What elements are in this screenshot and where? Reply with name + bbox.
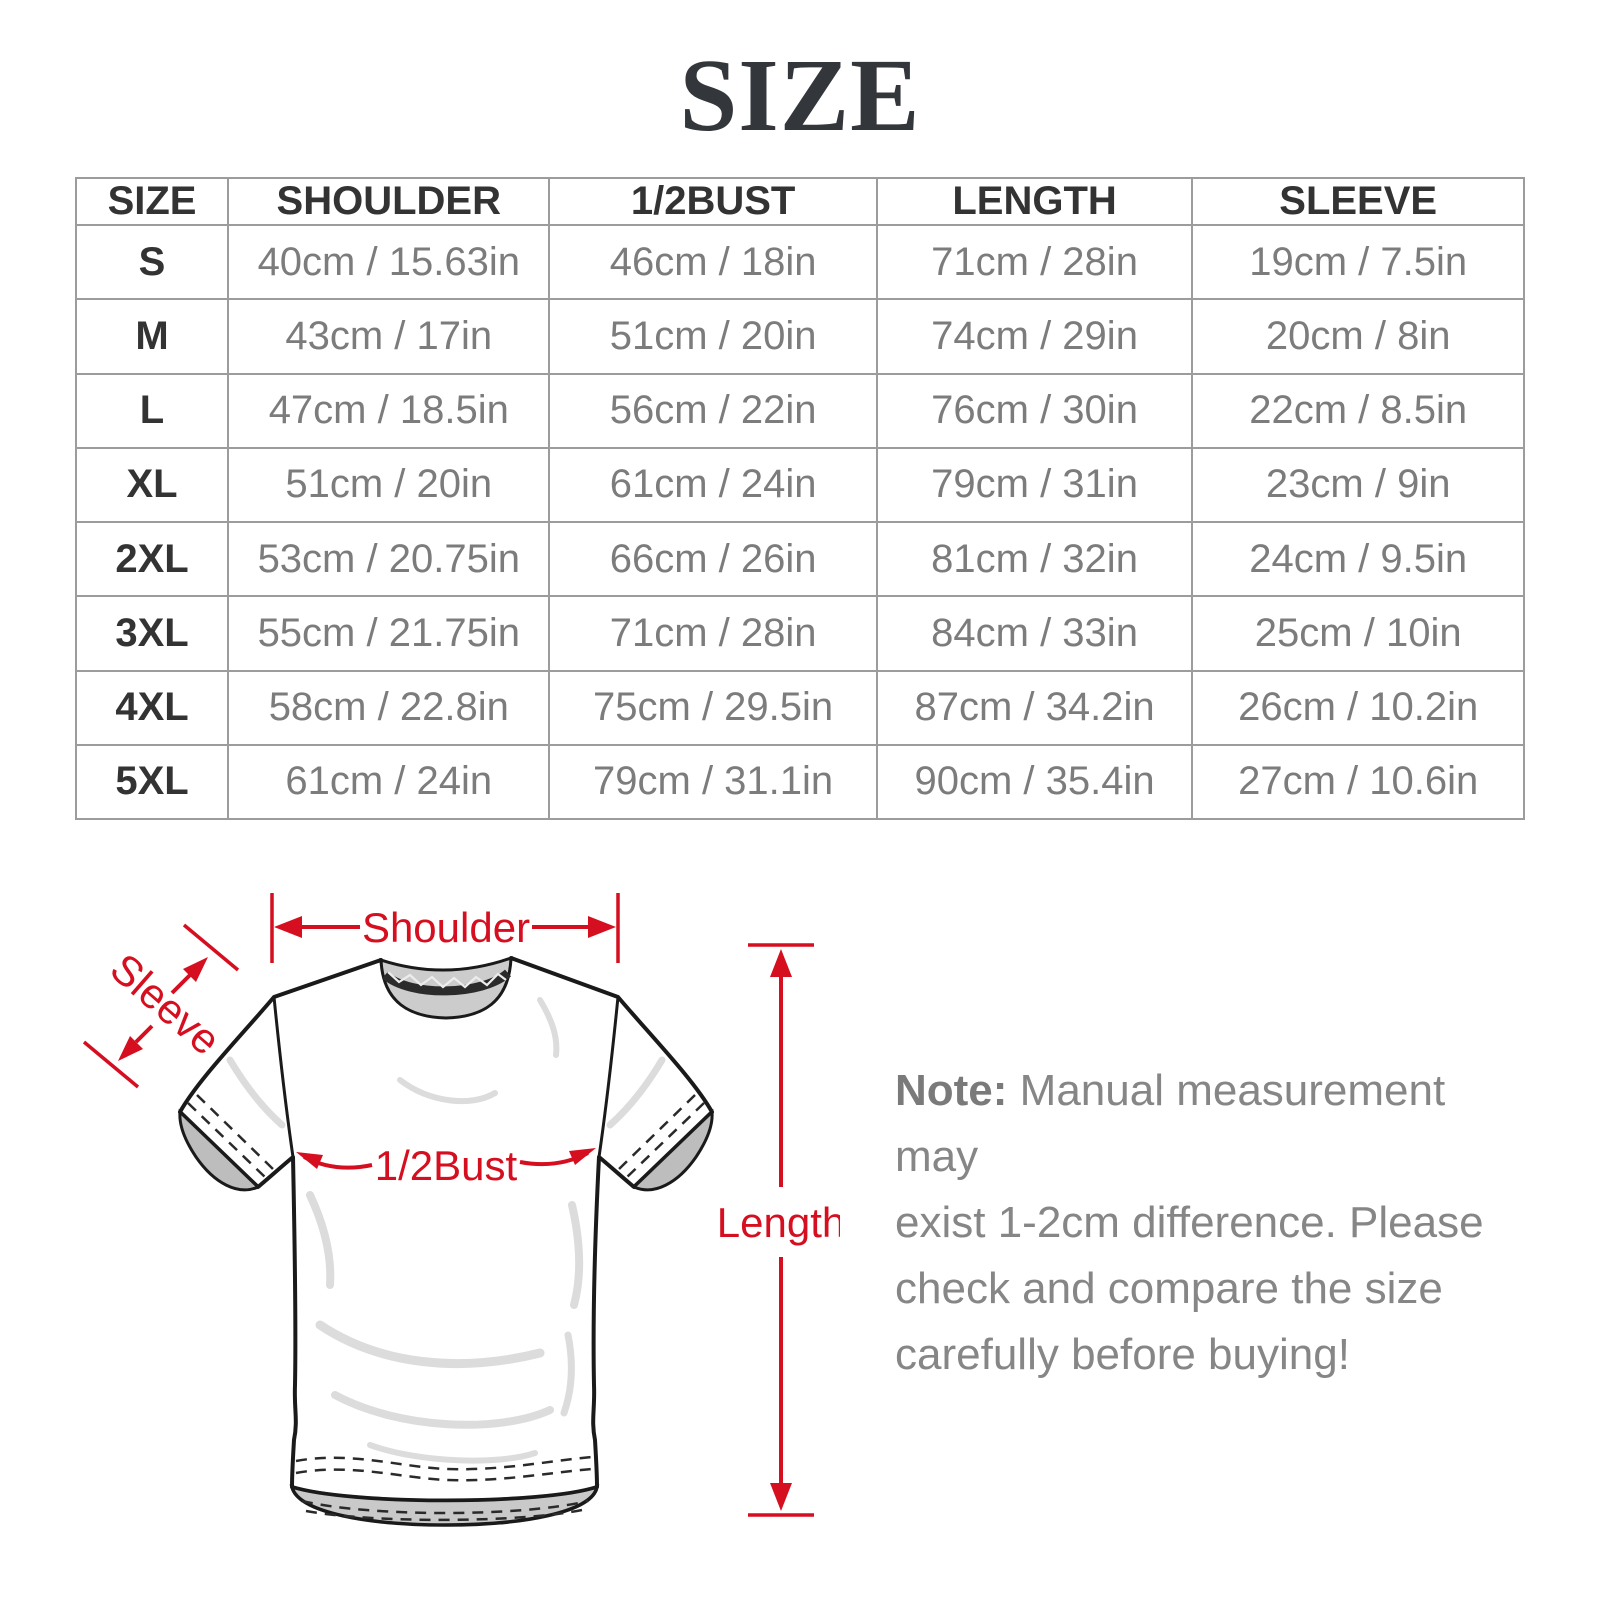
length-annotation: Length	[717, 943, 840, 1517]
measurement-cell: 79cm / 31in	[875, 446, 1194, 524]
measurement-cell: 84cm / 33in	[875, 595, 1194, 672]
tshirt-illustration	[178, 955, 714, 1527]
length-label: Length	[717, 1199, 840, 1246]
size-cell: 2XL	[74, 520, 230, 598]
tshirt-body	[178, 956, 714, 1503]
measurement-cell: 22cm / 8.5in	[1191, 372, 1525, 449]
arrow-left-icon	[296, 1152, 323, 1169]
stitch-lines	[187, 1094, 705, 1522]
column-header: SLEEVE	[1191, 177, 1525, 226]
table-row: XL 51cm / 20in 61cm / 24in 79cm / 31in 23cm …	[74, 446, 1525, 524]
size-table-header: SIZE SHOULDER 1/2BUST LENGTH SLEEVE	[74, 177, 1525, 226]
size-cell: 3XL	[74, 595, 230, 672]
tshirt-diagram-svg: Shoulder Sleeve 1/2Bust	[82, 893, 840, 1527]
note-line: carefully before buying!	[895, 1330, 1350, 1379]
half-bust-label: 1/2Bust	[375, 1142, 518, 1189]
header-row: SIZE SHOULDER 1/2BUST LENGTH SLEEVE	[74, 177, 1525, 226]
measurement-cell: 76cm / 30in	[875, 372, 1194, 449]
measurement-cell: 61cm / 24in	[548, 446, 878, 524]
page-title: SIZE	[679, 38, 921, 153]
sleeve-label: Sleeve	[102, 944, 230, 1064]
note-line: check and compare the size	[895, 1264, 1443, 1313]
measurement-note: Note: Manual measurement may exist 1-2cm…	[895, 1058, 1515, 1388]
note-label: Note:	[895, 1066, 1008, 1115]
table-row: 5XL 61cm / 24in 79cm / 31.1in 90cm / 35.4in…	[74, 743, 1525, 821]
measurement-cell: 46cm / 18in	[548, 223, 878, 301]
column-header: 1/2BUST	[548, 177, 878, 226]
measurement-cell: 61cm / 24in	[227, 743, 551, 821]
arrow-right-icon	[588, 916, 616, 938]
measurement-cell: 27cm / 10.6in	[1191, 743, 1525, 821]
size-cell: M	[74, 298, 230, 375]
measurement-cell: 51cm / 20in	[548, 298, 878, 375]
measurement-cell: 20cm / 8in	[1191, 298, 1525, 375]
measurement-cell: 51cm / 20in	[227, 446, 551, 524]
column-header: SHOULDER	[227, 177, 551, 226]
measurement-cell: 66cm / 26in	[548, 520, 878, 598]
size-cell: XL	[74, 446, 230, 524]
size-cell: L	[74, 372, 230, 449]
shoulder-label: Shoulder	[362, 904, 530, 951]
left-cuff-underside	[178, 1108, 261, 1192]
right-sleeve-seam	[597, 996, 620, 1158]
measurement-cell: 74cm / 29in	[875, 298, 1194, 375]
size-table-section: SIZE SHOULDER 1/2BUST LENGTH SLEEVE S 40cm / …	[74, 177, 1525, 821]
measurement-cell: 19cm / 7.5in	[1191, 223, 1525, 301]
measurement-cell: 71cm / 28in	[548, 595, 878, 672]
measurement-cell: 55cm / 21.75in	[227, 595, 551, 672]
arrow-left-icon	[274, 916, 302, 938]
size-cell: S	[74, 223, 230, 301]
measurement-cell: 87cm / 34.2in	[875, 669, 1194, 746]
collar-stitch-band	[382, 969, 511, 996]
collar-zigzag	[387, 971, 507, 989]
table-row: L 47cm / 18.5in 56cm / 22in 76cm / 30in 22cm…	[74, 372, 1525, 449]
measurement-cell: 26cm / 10.2in	[1191, 669, 1525, 746]
note-line: exist 1-2cm difference. Please	[895, 1198, 1484, 1247]
left-sleeve-seam	[272, 996, 295, 1158]
size-table: SIZE SHOULDER 1/2BUST LENGTH SLEEVE S 40cm / …	[74, 177, 1525, 821]
shoulder-annotation: Shoulder	[270, 893, 620, 963]
table-row: 4XL 58cm / 22.8in 75cm / 29.5in 87cm / 34.2…	[74, 669, 1525, 746]
wrinkle-shading	[226, 997, 666, 1464]
measurement-cell: 79cm / 31.1in	[548, 743, 878, 821]
arrow-down-icon	[770, 1483, 792, 1511]
measurement-cell: 75cm / 29.5in	[548, 669, 878, 746]
arrow-up-icon	[770, 949, 792, 977]
size-table-body: S 40cm / 15.63in 46cm / 18in 71cm / 28in 19c…	[74, 223, 1525, 821]
table-row: 2XL 53cm / 20.75in 66cm / 26in 81cm / 32in 2…	[74, 520, 1525, 598]
measurement-cell: 24cm / 9.5in	[1191, 520, 1525, 598]
column-header: LENGTH	[875, 177, 1194, 226]
arrow-up-right-icon	[183, 957, 208, 982]
measurement-cell: 71cm / 28in	[875, 223, 1194, 301]
tshirt-measurement-diagram: Shoulder Sleeve 1/2Bust	[80, 865, 840, 1565]
column-header: SIZE	[74, 177, 230, 226]
measurement-cell: 81cm / 32in	[875, 520, 1194, 598]
note-line: Note: Manual measurement may	[895, 1066, 1446, 1181]
measurement-cell: 53cm / 20.75in	[227, 520, 551, 598]
table-row: S 40cm / 15.63in 46cm / 18in 71cm / 28in 19c…	[74, 223, 1525, 301]
right-cuff-underside	[631, 1108, 714, 1192]
half-bust-annotation: 1/2Bust	[296, 1142, 596, 1189]
measurement-cell: 43cm / 17in	[227, 298, 551, 375]
table-row: M 43cm / 17in 51cm / 20in 74cm / 29in 20cm /…	[74, 298, 1525, 375]
measurement-cell: 23cm / 9in	[1191, 446, 1525, 524]
measurement-cell: 58cm / 22.8in	[227, 669, 551, 746]
measurement-cell: 40cm / 15.63in	[227, 223, 551, 301]
size-cell: 5XL	[74, 743, 230, 821]
table-row: 3XL 55cm / 21.75in 71cm / 28in 84cm / 33in 2…	[74, 595, 1525, 672]
measurement-cell: 25cm / 10in	[1191, 595, 1525, 672]
arrow-down-left-icon	[118, 1036, 143, 1061]
measurement-cell: 90cm / 35.4in	[875, 743, 1194, 821]
arrow-right-icon	[569, 1148, 596, 1165]
measurement-cell: 47cm / 18.5in	[227, 372, 551, 449]
size-cell: 4XL	[74, 669, 230, 746]
measurement-cell: 56cm / 22in	[548, 372, 878, 449]
